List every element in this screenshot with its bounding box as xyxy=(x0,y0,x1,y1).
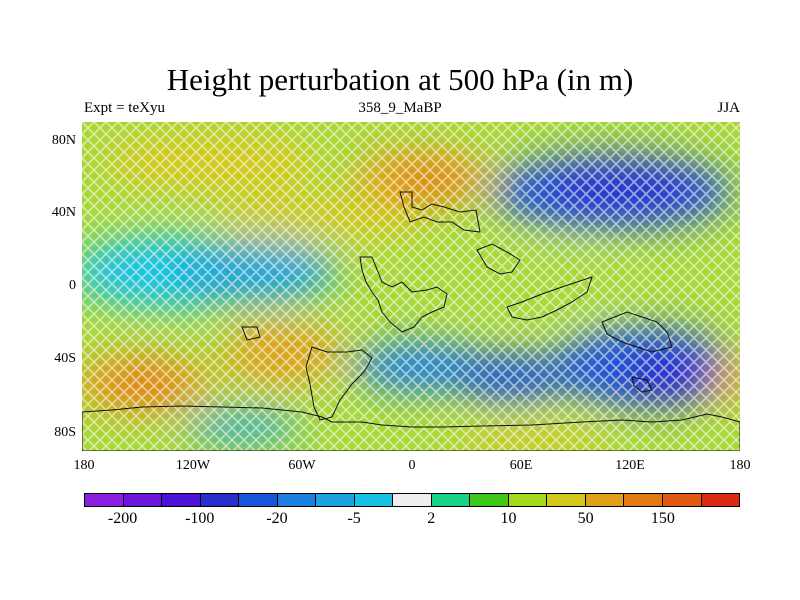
legend-swatch xyxy=(239,494,278,506)
legend-swatch xyxy=(701,494,740,506)
y-tick-label: 80S xyxy=(54,425,76,440)
run-label: 358_9_MaBP xyxy=(358,100,442,116)
legend-label: -5 xyxy=(347,510,361,527)
legend-swatch xyxy=(662,494,702,506)
x-tick-label: 60W xyxy=(288,458,316,473)
x-tick-label: 120W xyxy=(175,458,211,473)
legend-swatch xyxy=(470,494,509,506)
legend-swatch xyxy=(277,494,317,506)
x-tick-label: 180 xyxy=(73,458,95,473)
legend-swatch xyxy=(508,494,548,506)
legend-label: -100 xyxy=(185,510,215,527)
x-tick-label: 0 xyxy=(408,458,416,473)
legend-swatch xyxy=(316,494,355,506)
legend-label: 10 xyxy=(500,510,517,527)
map-title: Height perturbation at 500 hPa (in m) xyxy=(166,62,634,97)
legend-label: -20 xyxy=(266,510,288,527)
legend-swatch xyxy=(123,494,163,506)
x-tick-label: 180 xyxy=(729,458,751,473)
y-tick-label: 40S xyxy=(54,351,76,366)
legend-swatch xyxy=(547,494,586,506)
field-layer xyxy=(82,122,740,451)
legend-label: 150 xyxy=(650,510,675,527)
legend-swatch xyxy=(85,494,124,506)
legend-label: 2 xyxy=(427,510,436,527)
legend-label: -200 xyxy=(107,510,138,527)
legend-swatch xyxy=(354,494,394,506)
y-tick-label: 0 xyxy=(69,278,76,293)
legend-swatch xyxy=(624,494,663,506)
color-legend-bar xyxy=(84,493,740,507)
legend-label: 50 xyxy=(577,510,594,527)
height-perturbation-map xyxy=(82,122,740,451)
y-tick-label: 80N xyxy=(51,133,76,148)
legend-swatch xyxy=(200,494,240,506)
x-tick-label: 60E xyxy=(509,458,533,473)
legend-swatch xyxy=(393,494,432,506)
y-tick-label: 40N xyxy=(51,205,76,220)
legend-swatch xyxy=(162,494,201,506)
season-label: JJA xyxy=(717,100,740,116)
x-tick-label: 120E xyxy=(615,458,645,473)
legend-swatch xyxy=(431,494,471,506)
experiment-label: Expt = teXyu xyxy=(84,100,165,116)
legend-swatch xyxy=(585,494,625,506)
coastline-outlines xyxy=(82,191,740,451)
